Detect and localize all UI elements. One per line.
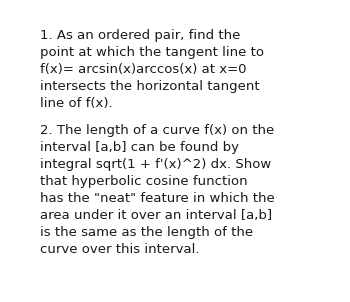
Text: 2. The length of a curve f(x) on the: 2. The length of a curve f(x) on the	[40, 124, 274, 137]
Text: is the same as the length of the: is the same as the length of the	[40, 226, 253, 239]
Text: curve over this interval.: curve over this interval.	[40, 243, 200, 256]
Text: integral sqrt(1 + f'(x)^2) dx. Show: integral sqrt(1 + f'(x)^2) dx. Show	[40, 158, 271, 171]
Text: point at which the tangent line to: point at which the tangent line to	[40, 46, 264, 59]
Text: that hyperbolic cosine function: that hyperbolic cosine function	[40, 175, 248, 188]
Text: line of f(x).: line of f(x).	[40, 97, 113, 110]
Text: intersects the horizontal tangent: intersects the horizontal tangent	[40, 80, 260, 93]
Text: interval [a,b] can be found by: interval [a,b] can be found by	[40, 141, 239, 154]
Text: has the "neat" feature in which the: has the "neat" feature in which the	[40, 192, 275, 205]
Text: 1. As an ordered pair, find the: 1. As an ordered pair, find the	[40, 29, 240, 42]
Text: f(x)= arcsin(x)arccos(x) at x=0: f(x)= arcsin(x)arccos(x) at x=0	[40, 63, 246, 76]
Text: area under it over an interval [a,b]: area under it over an interval [a,b]	[40, 209, 272, 222]
